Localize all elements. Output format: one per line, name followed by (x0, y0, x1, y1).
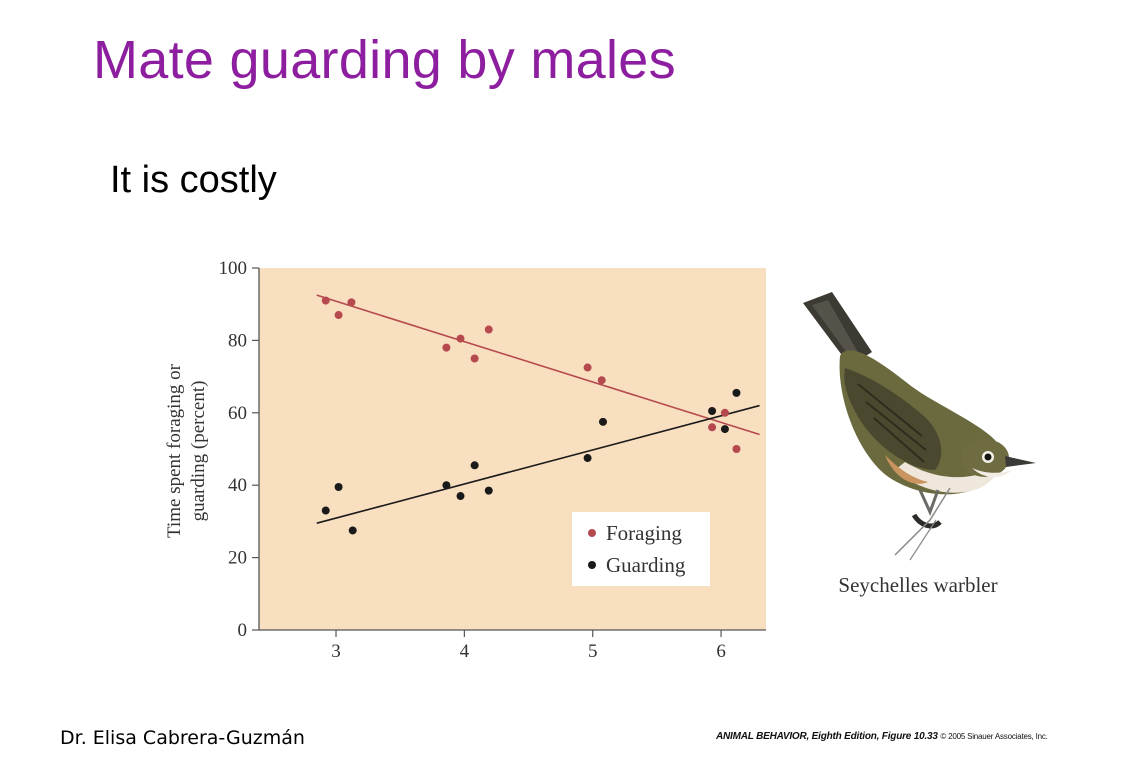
foraging-point (334, 311, 343, 320)
legend-marker-foraging (588, 529, 596, 537)
guarding-point (583, 454, 592, 463)
x-tick-label: 3 (331, 641, 341, 662)
data-points (321, 296, 741, 535)
chart-legend: Foraging Guarding (572, 512, 710, 586)
y-tick-label: 60 (228, 403, 247, 424)
foraging-point (484, 325, 493, 334)
y-axis-label-line-1: Time spent foraging or (164, 363, 185, 538)
slide-title: Mate guarding by males (93, 30, 676, 90)
x-tick-label: 6 (716, 641, 726, 662)
guarding-point (708, 406, 717, 415)
y-tick-label: 0 (238, 620, 248, 641)
credit-source: ANIMAL BEHAVIOR, Eighth Edition, Figure … (716, 731, 938, 742)
figure-credit: ANIMAL BEHAVIOR, Eighth Edition, Figure … (716, 731, 1048, 742)
legend-marker-guarding (588, 561, 596, 569)
y-axis-label-line-2: guarding (percent) (188, 381, 209, 522)
guarding-point (470, 461, 479, 470)
foraging-point (732, 445, 741, 453)
trend-lines (316, 294, 760, 524)
y-tick-label: 100 (219, 258, 248, 279)
guarding-point (732, 388, 741, 397)
bird-caption: Seychelles warbler (838, 573, 997, 597)
foraging-point (321, 296, 330, 305)
foraging-point (347, 298, 356, 307)
legend-box (572, 512, 710, 586)
credit-copyright: © 2005 Sinauer Associates, Inc. (940, 732, 1048, 741)
legend-label-foraging: Foraging (606, 521, 682, 545)
figure-canvas: 0 20 40 60 80 100 3 4 5 6 Time spent foraging or gu… (164, 258, 1036, 662)
seychelles-warbler-illustration (803, 292, 1036, 561)
author-name: Dr. Elisa Cabrera-Guzmán (60, 727, 305, 749)
guarding-point (334, 483, 343, 492)
y-tick-label: 80 (228, 330, 247, 351)
foraging-point (442, 343, 451, 352)
foraging-point (583, 363, 592, 372)
y-tick-label: 40 (228, 475, 247, 496)
guarding-point (598, 417, 607, 426)
legend-label-guarding: Guarding (606, 553, 686, 577)
foraging-point (470, 354, 479, 363)
guarding-point (456, 492, 465, 501)
foraging-point (708, 423, 717, 432)
guarding-point (484, 486, 493, 495)
foraging-point (597, 376, 606, 385)
x-tick-label: 5 (588, 641, 598, 662)
y-tick-label: 20 (228, 548, 247, 569)
guarding-point (442, 481, 451, 490)
foraging-trend-line (316, 294, 760, 436)
guarding-point (321, 506, 330, 515)
guarding-point (348, 526, 357, 535)
guarding-trend-line (316, 404, 760, 524)
chart-axes: 0 20 40 60 80 100 3 4 5 6 Time spent foraging or gu… (164, 258, 766, 662)
slide-subtitle: It is costly (110, 159, 277, 201)
x-tick-label: 4 (460, 641, 470, 662)
guarding-point (720, 425, 729, 434)
foraging-point (456, 334, 465, 343)
foraging-point (720, 408, 729, 417)
